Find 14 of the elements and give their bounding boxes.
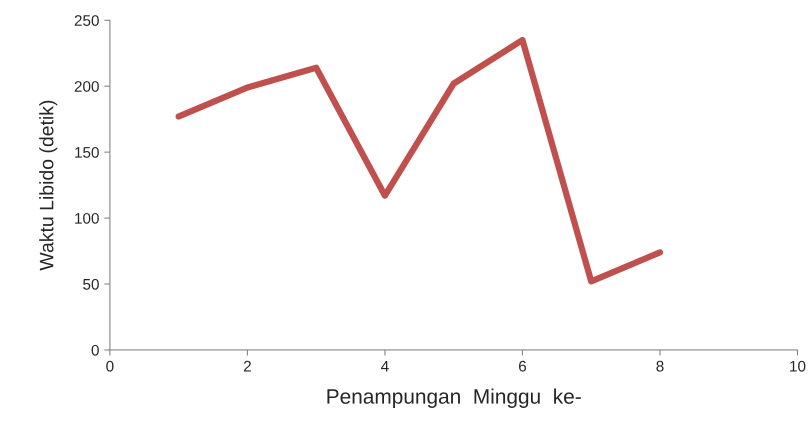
x-tick-label: 6 <box>518 360 526 372</box>
y-tick-label: 200 <box>74 81 99 92</box>
x-tick-label: 10 <box>790 360 806 372</box>
y-tick-label: 150 <box>75 147 99 158</box>
x-tick-label: 8 <box>656 360 664 372</box>
y-tick-label: 100 <box>75 212 99 224</box>
y-axis-title: Waktu Libido (detik) <box>39 100 58 271</box>
y-tick-label: 50 <box>83 278 99 290</box>
y-tick-label: 250 <box>74 15 99 26</box>
x-axis-title: Penampungan Minggu ke- <box>327 388 581 408</box>
x-tick-label: 0 <box>106 360 114 372</box>
x-tick-label: 4 <box>381 360 389 372</box>
y-tick-label: 0 <box>92 344 99 356</box>
x-tick-label: 2 <box>244 360 251 372</box>
